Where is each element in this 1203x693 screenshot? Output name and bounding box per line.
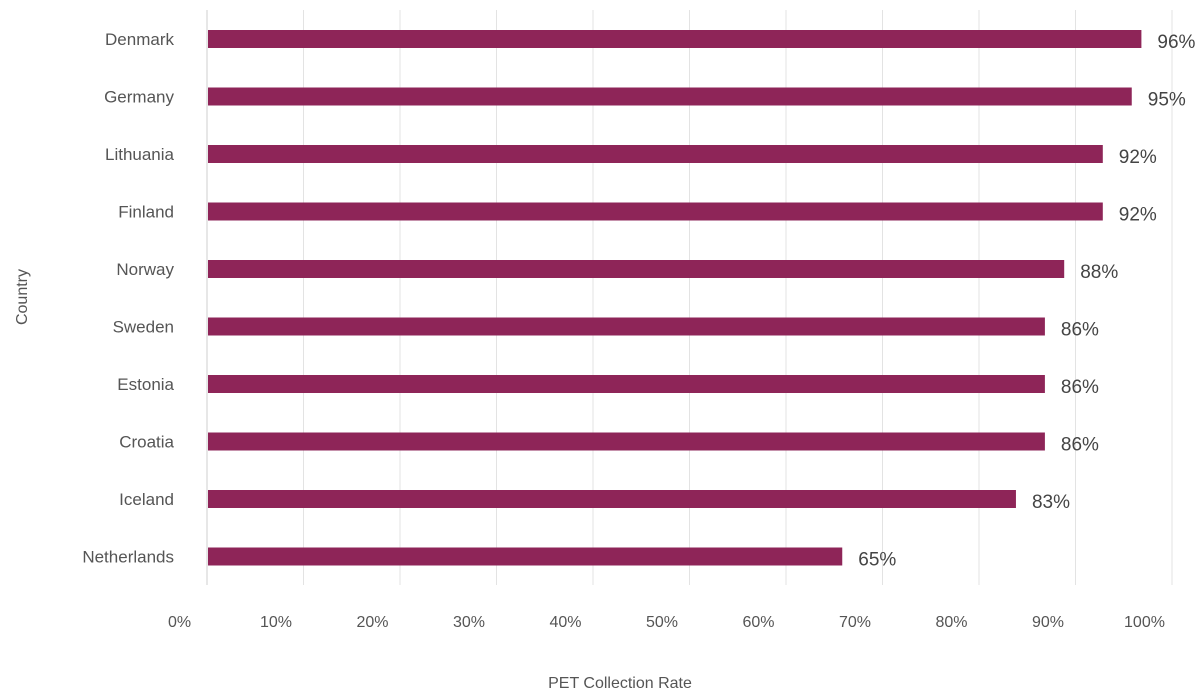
x-tick-label: 50% [646, 614, 678, 631]
value-label: 86% [1061, 435, 1099, 456]
value-label: 92% [1119, 205, 1157, 226]
bar [208, 375, 1045, 393]
bar [208, 547, 843, 566]
category-label: Estonia [117, 375, 174, 394]
x-tick-label: 20% [356, 614, 388, 631]
value-label: 95% [1148, 90, 1186, 111]
x-tick-label: 70% [839, 614, 871, 631]
bar [208, 87, 1132, 106]
category-label: Netherlands [82, 548, 174, 567]
category-label: Norway [116, 260, 174, 279]
bar [208, 260, 1065, 278]
category-label: Sweden [113, 318, 174, 337]
value-label: 65% [858, 550, 896, 571]
category-label: Croatia [119, 433, 174, 452]
value-label: 92% [1119, 147, 1157, 168]
bar [208, 145, 1103, 163]
value-labels: 96% 95% 92% 92% 88% 86% 86% 86% 83% 65% [858, 32, 1195, 571]
category-label: Lithuania [105, 145, 175, 164]
bar [208, 490, 1016, 508]
category-label: Finland [118, 203, 174, 222]
bar [208, 30, 1142, 48]
value-label: 96% [1157, 32, 1195, 53]
bars [208, 30, 1142, 566]
x-tick-label: 0% [168, 614, 191, 631]
bar [208, 317, 1045, 336]
value-label: 83% [1032, 492, 1070, 513]
category-label: Denmark [105, 30, 174, 49]
bar [208, 432, 1045, 451]
category-label: Germany [104, 88, 174, 107]
category-labels: Denmark Germany Lithuania Finland Norway Swed… [82, 30, 174, 567]
x-tick-label: 30% [453, 614, 485, 631]
x-tick-label: 100% [1124, 614, 1165, 631]
value-label: 86% [1061, 320, 1099, 341]
x-tick-label: 60% [742, 614, 774, 631]
x-axis-title: PET Collection Rate [548, 675, 692, 692]
x-tick-label: 90% [1032, 614, 1064, 631]
x-tick-label: 80% [935, 614, 967, 631]
y-axis-title: Country [14, 269, 31, 325]
value-label: 86% [1061, 377, 1099, 398]
gridlines [206, 10, 1173, 585]
x-tick-label: 40% [549, 614, 581, 631]
x-tick-label: 10% [260, 614, 292, 631]
x-tick-labels: 0% 10% 20% 30% 40% 50% 60% 70% 80% 90% 100% [168, 614, 1165, 631]
value-label: 88% [1080, 262, 1118, 283]
category-label: Iceland [119, 490, 174, 509]
bar [208, 202, 1103, 221]
